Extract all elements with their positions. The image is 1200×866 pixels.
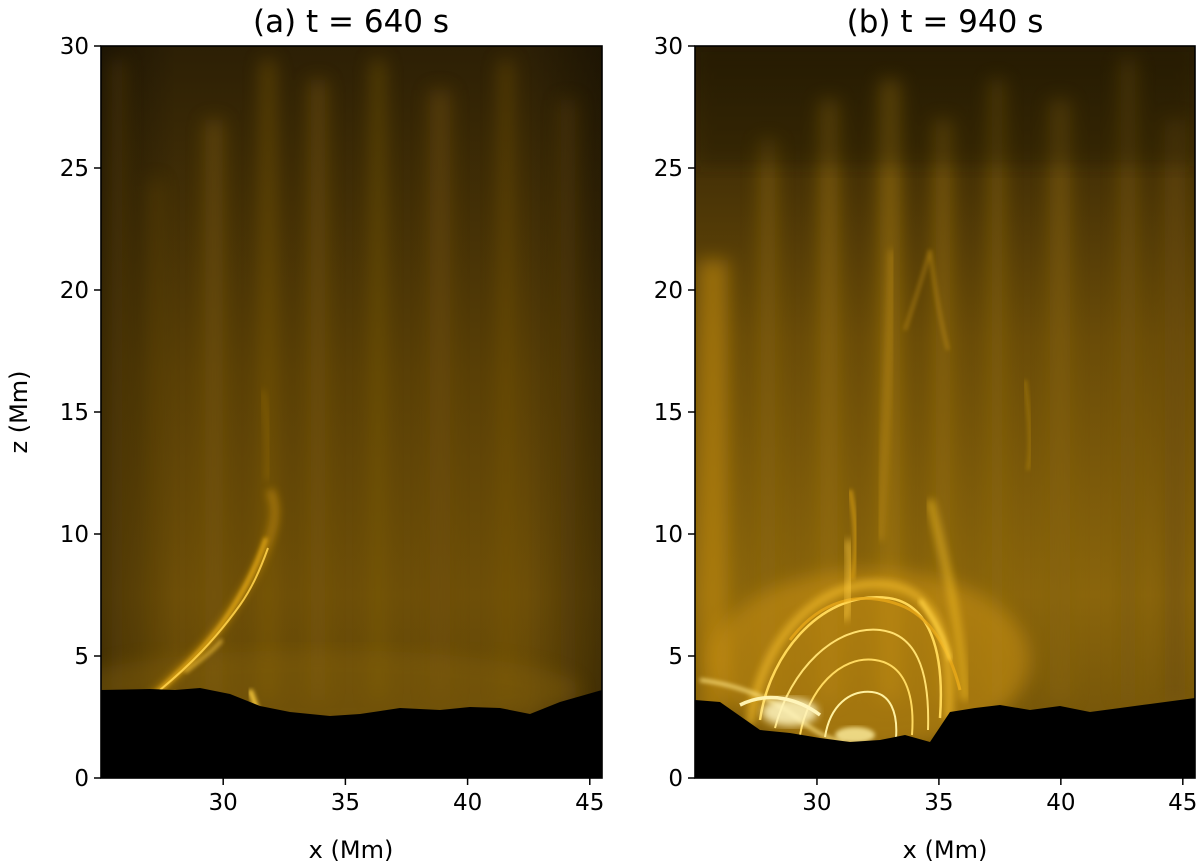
panel-b-xtick-label: 45	[1168, 790, 1197, 816]
panel-b-image	[695, 46, 1195, 778]
panel-a-xtick-label: 40	[453, 790, 482, 816]
panel-a-xtick-label: 45	[575, 790, 604, 816]
panel-a: (a) t = 640 s	[5, 4, 604, 864]
panel-b-cusp	[877, 249, 1032, 541]
panel-a-ytick-label: 25	[60, 156, 89, 182]
panel-b-title: (b) t = 940 s	[847, 4, 1044, 40]
panel-b-chromosphere	[695, 698, 1195, 778]
panel-a-xtick-label: 35	[331, 790, 360, 816]
panel-b-ytick-label: 0	[668, 766, 683, 792]
panel-a-title: (a) t = 640 s	[253, 4, 449, 40]
panel-a-ytick-label: 30	[60, 34, 89, 60]
panel-a-image	[101, 46, 602, 778]
panel-a-ytick-label: 10	[60, 522, 89, 548]
panel-b: (b) t = 940 s	[654, 4, 1198, 864]
panel-b-xtick-label: 35	[924, 790, 953, 816]
panel-a-chromosphere	[101, 688, 602, 778]
panel-b-streaks	[698, 60, 1185, 720]
panel-a-axes: 30 35 40 45 0 5 10 15 20 25 30	[60, 34, 605, 816]
panel-a-ytick-label: 15	[60, 400, 89, 426]
panel-a-ytick-label: 20	[60, 278, 89, 304]
panel-a-ytick-label: 5	[74, 644, 89, 670]
panel-b-xlabel: x (Mm)	[903, 836, 988, 864]
panel-a-ytick-label: 0	[74, 766, 89, 792]
panel-a-ylabel: z (Mm)	[5, 370, 33, 453]
panel-b-ytick-label: 5	[668, 644, 683, 670]
panel-b-xtick-label: 40	[1046, 790, 1075, 816]
panel-b-ytick-label: 10	[654, 522, 683, 548]
panel-a-xtick-label: 30	[209, 790, 238, 816]
panel-b-ytick-label: 25	[654, 156, 683, 182]
panel-a-xlabel: x (Mm)	[309, 836, 394, 864]
panel-b-ytick-label: 15	[654, 400, 683, 426]
panel-b-footpoints	[762, 698, 875, 743]
panel-b-ytick-label: 30	[654, 34, 683, 60]
panel-b-ytick-label: 20	[654, 278, 683, 304]
panel-b-axes: 30 35 40 45 0 5 10 15 20 25 30	[654, 34, 1198, 816]
panel-b-xtick-label: 30	[802, 790, 831, 816]
